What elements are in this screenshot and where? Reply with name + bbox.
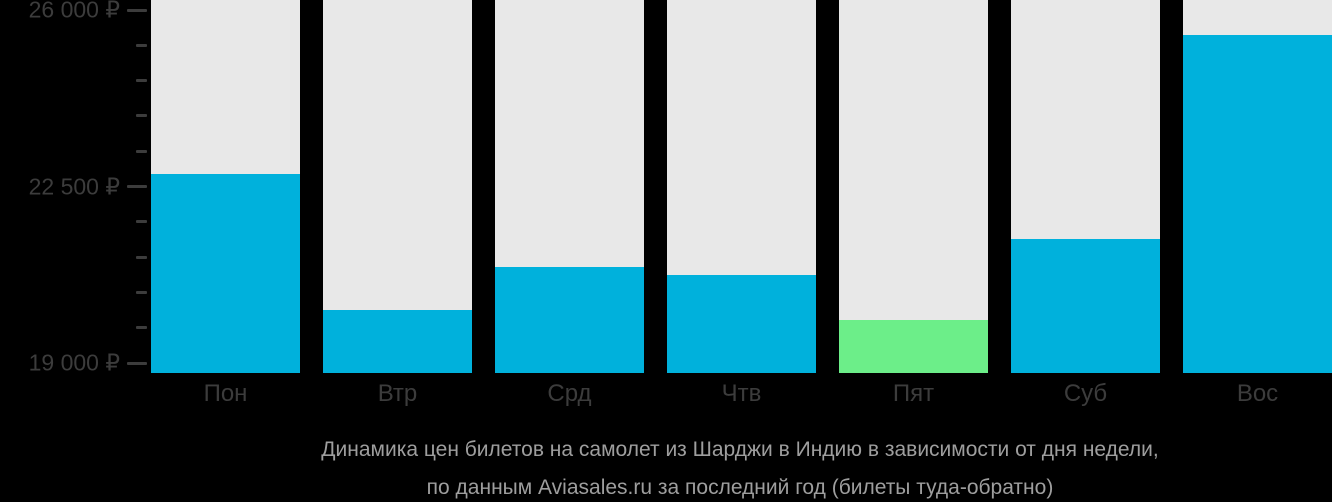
bar-column-Втр xyxy=(323,0,472,373)
y-axis-minor-tick xyxy=(136,255,147,259)
bar-column-Вос xyxy=(1183,0,1332,373)
x-axis-label: Срд xyxy=(547,380,592,407)
bar-fill xyxy=(667,274,816,373)
y-axis-minor-tick xyxy=(136,220,147,224)
bar-fill xyxy=(1011,239,1160,373)
y-axis-minor-tick xyxy=(136,79,147,83)
y-axis-minor-tick xyxy=(136,114,147,118)
x-axis-label: Вос xyxy=(1236,380,1279,407)
x-axis: Пон Втр Срд Чтв Пят Суб Вос xyxy=(151,380,1332,408)
y-axis-tick-label: 19 000 ₽ xyxy=(28,349,120,376)
x-axis-label: Пят xyxy=(892,380,935,407)
caption-line-1: Динамика цен билетов на самолет из Шардж… xyxy=(321,438,1159,461)
y-axis-tick-label: 22 500 ₽ xyxy=(28,173,120,199)
y-axis-major-tick xyxy=(127,361,147,365)
y-axis-major-tick xyxy=(127,185,147,188)
y-axis-minor-tick xyxy=(136,290,147,294)
plot-area xyxy=(151,0,1332,373)
bar-column-Пят xyxy=(839,0,988,373)
y-axis-minor-tick xyxy=(136,149,147,153)
caption-line-2: по данным Aviasales.ru за последний год … xyxy=(426,476,1054,499)
x-axis-label: Суб xyxy=(1063,380,1108,407)
y-axis: 26 000 ₽ 22 500 ₽ 19 000 ₽ xyxy=(0,0,148,376)
y-axis-tick-label: 26 000 ₽ xyxy=(28,0,120,23)
bar-column-Пон xyxy=(151,0,300,373)
bar-fill xyxy=(495,267,644,373)
bar-column-Чтв xyxy=(667,0,816,373)
y-axis-major-tick xyxy=(127,8,147,12)
x-axis-label: Втр xyxy=(377,380,418,407)
chart-caption: Динамика цен билетов на самолет из Шардж… xyxy=(148,431,1332,502)
x-axis-label: Пон xyxy=(203,380,248,407)
x-axis-label: Чтв xyxy=(721,380,762,407)
bar-fill xyxy=(839,320,988,373)
y-axis-minor-tick xyxy=(136,326,147,330)
bar-column-Суб xyxy=(1011,0,1160,373)
bar-column-Срд xyxy=(495,0,644,373)
y-axis-minor-tick xyxy=(136,43,147,47)
bar-fill xyxy=(151,173,300,373)
bar-fill xyxy=(1183,35,1332,373)
bar-fill xyxy=(323,310,472,373)
bar-track xyxy=(839,0,988,373)
